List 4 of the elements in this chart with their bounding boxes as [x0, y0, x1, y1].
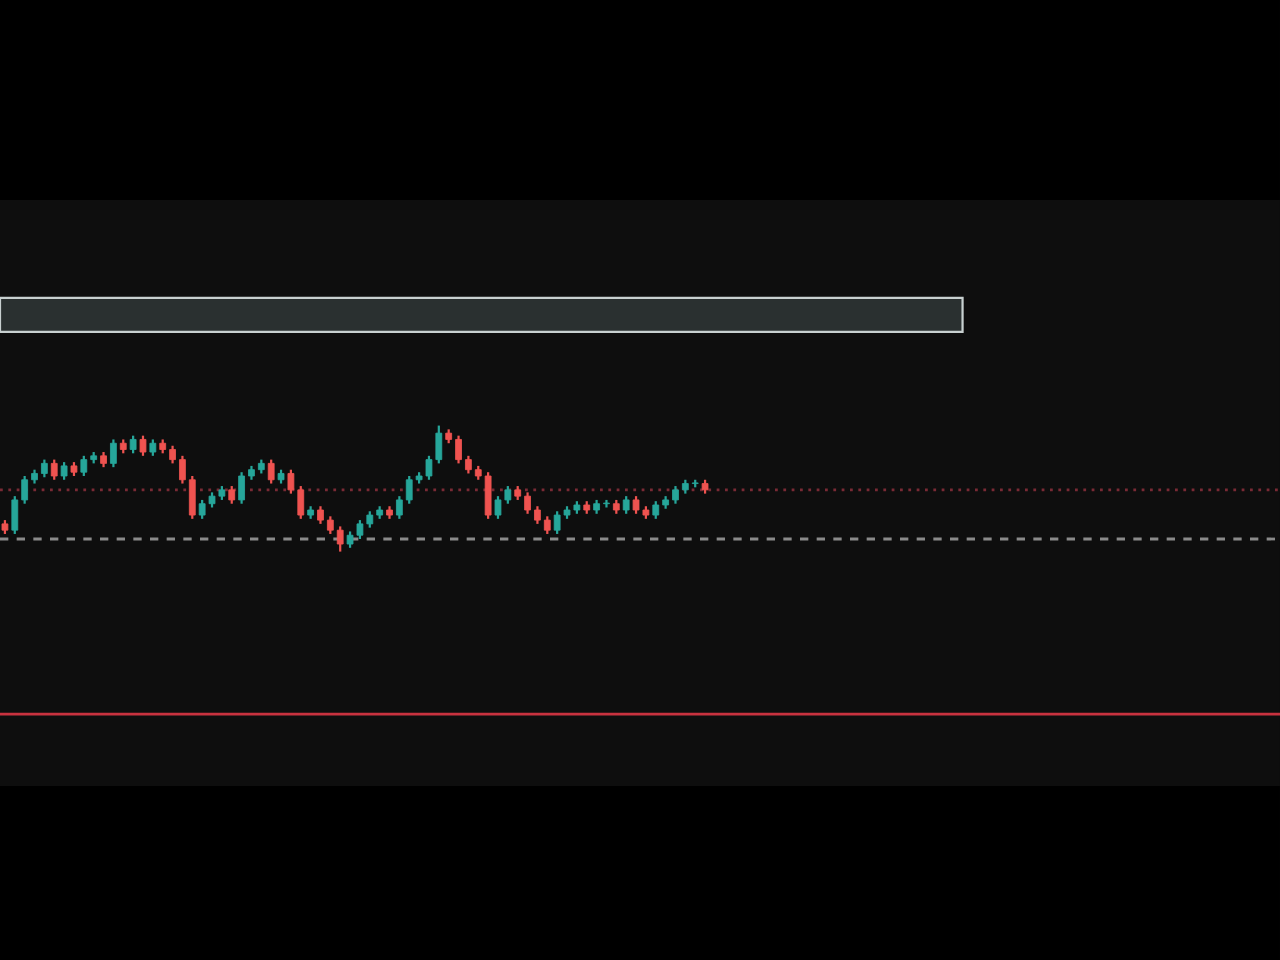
candlestick: [110, 438, 117, 469]
candlestick: [139, 434, 147, 457]
candlestick: [267, 458, 275, 485]
candlestick: [50, 458, 58, 481]
